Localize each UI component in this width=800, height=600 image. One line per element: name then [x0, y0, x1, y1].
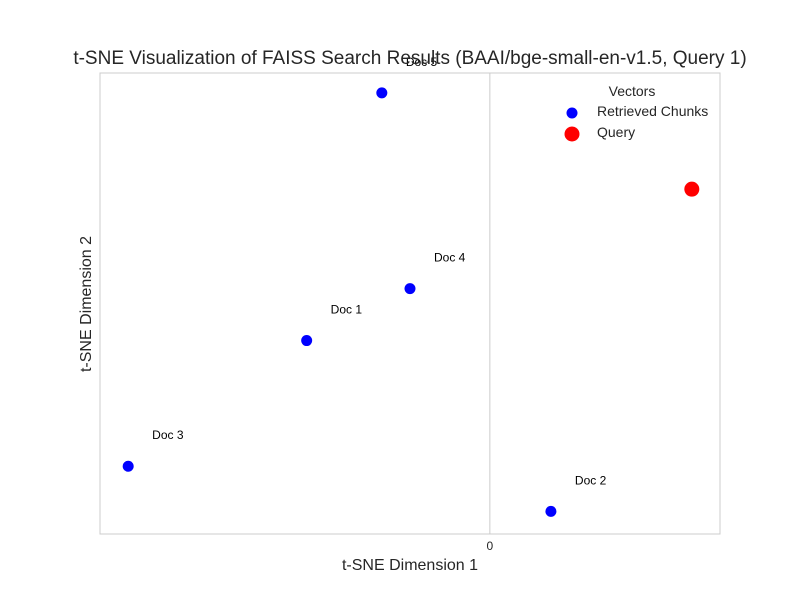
point-label-doc-2: Doc 2: [575, 473, 607, 487]
legend-label-retrieved-chunks: Retrieved Chunks: [597, 103, 708, 119]
point-label-doc-4: Doc 4: [434, 251, 466, 265]
retrieved-chunk-point: [545, 505, 557, 517]
chart-title: t-SNE Visualization of FAISS Search Resu…: [73, 48, 746, 69]
retrieved-chunk-point: [122, 460, 134, 472]
plot-area-frame: [99, 72, 721, 535]
x-axis-label: t-SNE Dimension 1: [342, 557, 478, 574]
retrieved-chunk-point: [301, 335, 313, 347]
point-labels-layer: Doc 1 Doc 2 Doc 3 Doc 4 Doc 5: [152, 55, 606, 488]
points-layer: [122, 87, 700, 517]
point-label-doc-1: Doc 1: [331, 303, 363, 317]
legend-label-query: Query: [597, 124, 635, 140]
legend-marker-query: [564, 126, 580, 142]
retrieved-chunk-point: [376, 87, 388, 99]
x-tick-label: 0: [487, 539, 494, 553]
y-axis-label: t-SNE Dimension 2: [78, 236, 95, 372]
tick-layer: 0: [487, 539, 494, 553]
point-label-doc-3: Doc 3: [152, 428, 184, 442]
legend: Vectors Retrieved Chunks Query: [564, 83, 708, 142]
query-point: [684, 181, 700, 197]
retrieved-chunk-point: [404, 283, 416, 295]
legend-title: Vectors: [609, 83, 656, 99]
point-label-doc-5: Doc 5: [406, 55, 438, 69]
legend-marker-retrieved-chunks: [566, 107, 578, 119]
